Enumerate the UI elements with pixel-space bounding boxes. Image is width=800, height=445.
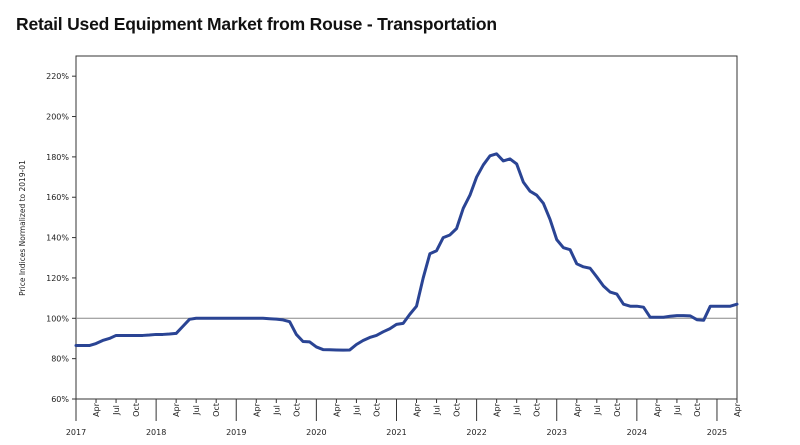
x-month-label: Apr — [172, 402, 181, 417]
y-tick-label: 100% — [46, 314, 69, 323]
y-tick-label: 200% — [46, 113, 69, 122]
x-month-label: Jul — [513, 405, 522, 416]
x-month-label: Apr — [493, 402, 502, 417]
y-tick-label: 140% — [46, 234, 69, 243]
x-year-label: 2025 — [707, 428, 727, 437]
x-month-label: Oct — [453, 403, 462, 417]
x-month-label: Apr — [733, 402, 742, 417]
x-month-label: Jul — [192, 405, 201, 416]
chart-title: Retail Used Equipment Market from Rouse … — [16, 14, 497, 34]
x-month-label: Jul — [593, 405, 602, 416]
x-month-label: Jul — [673, 405, 682, 416]
series-group — [74, 152, 739, 352]
x-month-label: Jul — [112, 405, 121, 416]
x-month-label: Oct — [533, 403, 542, 417]
x-year-label: 2024 — [627, 428, 647, 437]
x-month-label: Jul — [433, 405, 442, 416]
x-month-label: Oct — [132, 403, 141, 417]
x-year-label: 2022 — [466, 428, 486, 437]
x-month-label: Jul — [352, 405, 361, 416]
x-month-label: Oct — [212, 403, 221, 417]
y-axis-label: Price Indices Normalized to 2019-01 — [18, 160, 27, 296]
x-axis: 2017 Apr Jul Oct 2018 Apr Jul Oct 2019 Apr Jul Oct 2… — [66, 399, 742, 437]
x-month-label: Jul — [272, 405, 281, 416]
y-tick-label: 220% — [46, 72, 69, 81]
plot-frame — [75, 55, 738, 400]
series-line — [74, 152, 739, 352]
x-month-label: Apr — [92, 402, 101, 417]
x-month-label: Apr — [413, 402, 422, 417]
x-year-label: 2017 — [66, 428, 86, 437]
x-month-label: Oct — [372, 403, 381, 417]
x-month-label: Apr — [332, 402, 341, 417]
x-year-label: 2023 — [547, 428, 567, 437]
x-year-label: 2018 — [146, 428, 166, 437]
y-tick-label: 60% — [51, 395, 69, 404]
x-month-label: Apr — [573, 402, 582, 417]
x-month-label: Apr — [653, 402, 662, 417]
y-tick-label: 160% — [46, 193, 69, 202]
x-month-label: Apr — [252, 402, 261, 417]
y-axis: 60% 80% 100% 120% 140% 160% 180% 200% 220% — [46, 72, 76, 404]
y-tick-label: 80% — [51, 355, 69, 364]
y-tick-label: 180% — [46, 153, 69, 162]
y-tick-label: 120% — [46, 274, 69, 283]
x-year-label: 2020 — [306, 428, 326, 437]
x-month-label: Oct — [693, 403, 702, 417]
plot-area-border — [75, 55, 738, 400]
x-year-label: 2019 — [226, 428, 246, 437]
x-month-label: Oct — [292, 403, 301, 417]
x-year-label: 2021 — [386, 428, 406, 437]
x-month-label: Oct — [613, 403, 622, 417]
